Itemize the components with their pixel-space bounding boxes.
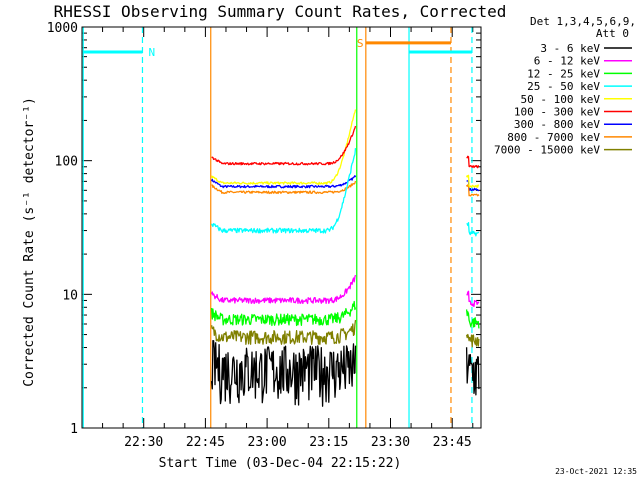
legend-entry-label: 50 - 100 keV bbox=[521, 93, 601, 106]
vertical-markers bbox=[82, 27, 473, 428]
y-tick-label: 10 bbox=[62, 288, 78, 303]
series-line bbox=[466, 184, 480, 197]
x-tick-label: 23:30 bbox=[371, 435, 410, 450]
x-tick-label: 23:45 bbox=[433, 435, 472, 450]
legend-entry-label: 6 - 12 keV bbox=[534, 55, 601, 68]
series-line bbox=[465, 333, 480, 348]
series-line bbox=[210, 340, 357, 407]
series-line bbox=[211, 148, 357, 234]
series-line bbox=[466, 221, 480, 237]
x-tick-label: 23:15 bbox=[309, 435, 348, 450]
axes-ticks: 1 10 100 1000 22:30 22:45 23:00 23:15 23:30 23:45 bbox=[47, 21, 481, 450]
y-axis-label: Corrected Count Rate (s⁻¹ detector⁻¹) bbox=[22, 97, 37, 387]
y-tick-label: 100 bbox=[55, 155, 78, 170]
series-line bbox=[466, 290, 480, 307]
series-line bbox=[211, 125, 357, 166]
legend-entry-label: 3 - 6 keV bbox=[540, 42, 600, 55]
series-line bbox=[211, 180, 357, 195]
legend-entry-label: 100 - 300 keV bbox=[514, 106, 600, 119]
plot-frame bbox=[81, 26, 482, 429]
x-tick-label: 22:45 bbox=[186, 435, 225, 450]
legend-entry-label: 12 - 25 keV bbox=[527, 67, 600, 80]
footer-date: 23-Oct-2021 12:35 bbox=[555, 467, 637, 476]
legend-entry-label: 25 - 50 keV bbox=[527, 80, 600, 93]
chart-title: RHESSI Observing Summary Count Rates, Co… bbox=[54, 2, 507, 21]
flag-bars: NS bbox=[83, 37, 472, 59]
series-line bbox=[210, 300, 357, 327]
flag-label: S bbox=[357, 37, 364, 50]
x-tick-label: 23:00 bbox=[248, 435, 287, 450]
series-lines bbox=[210, 109, 480, 407]
series-line bbox=[465, 347, 480, 396]
x-tick-label: 22:30 bbox=[124, 435, 163, 450]
y-tick-label: 1 bbox=[70, 422, 78, 437]
series-line bbox=[465, 309, 480, 329]
series-line bbox=[210, 175, 357, 189]
flag-label: N bbox=[148, 46, 155, 59]
series-line bbox=[210, 109, 357, 185]
series-line bbox=[466, 155, 480, 169]
legend-entry-label: 300 - 800 keV bbox=[514, 118, 600, 131]
y-tick-label: 1000 bbox=[47, 21, 78, 36]
legend-header-line-2: Att 0 bbox=[596, 27, 629, 40]
series-line bbox=[210, 274, 357, 305]
legend-entry-label: 7000 - 15000 keV bbox=[494, 144, 600, 157]
series-line bbox=[210, 319, 357, 345]
legend-header-line-1: Det 1,3,4,5,6,9, bbox=[530, 15, 636, 28]
x-axis-label: Start Time (03-Dec-04 22:15:22) bbox=[159, 456, 402, 471]
series-line bbox=[465, 174, 480, 188]
legend-entry-label: 800 - 7000 keV bbox=[507, 131, 600, 144]
